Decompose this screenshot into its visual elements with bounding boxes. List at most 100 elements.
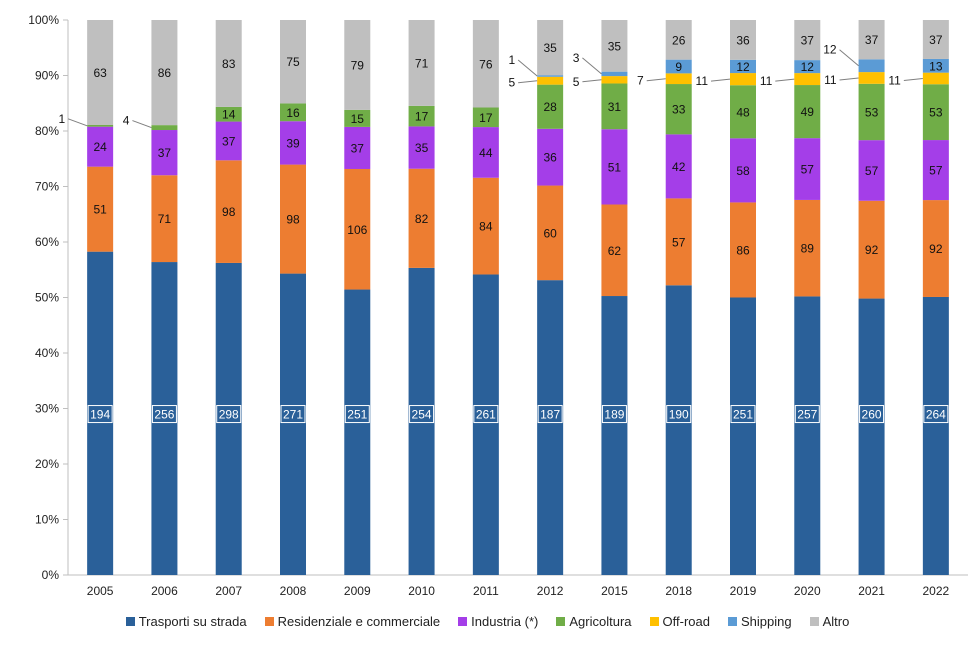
data-label: 51 — [93, 203, 107, 217]
data-label-box — [280, 405, 306, 424]
bar-segment-trasporti-su-strada — [151, 262, 178, 575]
x-tick-label: 2021 — [858, 584, 885, 598]
bar-segment-shipping — [922, 58, 949, 73]
data-label-leader — [839, 77, 859, 81]
data-label: 24 — [93, 140, 107, 154]
bar-segment-agricoltura — [215, 106, 242, 122]
data-label: 53 — [865, 105, 879, 119]
bar-segment-trasporti-su-strada — [858, 298, 885, 575]
bar-segment-agricoltura — [537, 84, 564, 129]
legend-item: Trasporti su strada — [125, 613, 247, 629]
bar-segment-altro — [858, 20, 885, 60]
data-label: 37 — [158, 146, 172, 160]
data-label: 98 — [222, 205, 236, 219]
y-tick-label: 50% — [35, 291, 59, 305]
data-label-box — [216, 405, 242, 424]
legend-item: Agricoltura — [556, 614, 632, 629]
bar-segment-residenziale-e-commerciale — [794, 199, 821, 297]
data-label: 260 — [862, 408, 882, 422]
data-label: 15 — [351, 112, 365, 126]
data-label: 37 — [351, 141, 365, 155]
bar-segment-off-road — [922, 72, 949, 85]
data-label-box — [601, 405, 627, 424]
data-label: 62 — [608, 244, 622, 258]
bar-segment-industria- — [87, 126, 114, 167]
y-tick-label: 20% — [35, 457, 59, 471]
bar-segment-residenziale-e-commerciale — [601, 204, 628, 297]
data-label: 57 — [672, 235, 686, 249]
bar-segment-trasporti-su-strada — [472, 274, 499, 575]
legend-swatch — [809, 616, 819, 626]
data-label: 11 — [824, 73, 837, 87]
data-label: 16 — [286, 106, 300, 120]
y-tick-label: 100% — [28, 13, 59, 27]
data-label-leader — [839, 49, 859, 67]
data-label: 256 — [154, 408, 174, 422]
bar-segment-industria- — [344, 126, 371, 169]
data-label: 37 — [801, 34, 815, 48]
data-label: 12 — [801, 60, 815, 74]
data-label: 3 — [573, 51, 580, 65]
data-label: 12 — [736, 60, 750, 74]
bar-segment-trasporti-su-strada — [215, 262, 242, 575]
data-label: 82 — [415, 212, 429, 226]
bar-segment-agricoltura — [87, 125, 114, 127]
bar-segment-shipping — [665, 59, 692, 74]
legend-swatch — [649, 616, 659, 626]
bar-segment-altro — [665, 20, 692, 60]
legend-label: Trasporti su strada — [138, 613, 247, 629]
x-tick-label: 2010 — [408, 584, 435, 598]
bar-segment-shipping — [794, 60, 821, 74]
data-label-box — [409, 405, 435, 424]
bar-segment-industria- — [730, 138, 756, 203]
y-tick-label: 40% — [35, 346, 59, 360]
bar-segment-industria- — [794, 138, 821, 200]
data-label: 251 — [733, 408, 753, 422]
bar-segment-altro — [280, 20, 306, 104]
data-label: 35 — [415, 141, 429, 155]
bar-segment-altro — [794, 20, 821, 61]
data-label: 12 — [823, 43, 837, 57]
bar-segment-altro — [537, 20, 564, 76]
bar-segment-shipping — [730, 59, 756, 74]
x-tick-label: 2009 — [344, 584, 371, 598]
bar-segment-residenziale-e-commerciale — [151, 175, 178, 263]
data-label: 57 — [929, 164, 943, 178]
data-label-leader — [582, 57, 602, 75]
bar-segment-industria- — [408, 126, 435, 169]
data-label: 189 — [604, 408, 624, 422]
bar-segment-trasporti-su-strada — [794, 296, 821, 575]
bar-segment-trasporti-su-strada — [922, 296, 949, 575]
bar-segment-off-road — [537, 76, 564, 85]
bar-segment-industria- — [472, 127, 499, 178]
data-label: 106 — [347, 223, 367, 237]
x-tick-label: 2011 — [473, 584, 499, 598]
bar-segment-altro — [601, 20, 628, 72]
bar-segment-residenziale-e-commerciale — [472, 177, 499, 275]
legend-label: Residenziale e commerciale — [277, 613, 441, 629]
legend-swatch — [125, 616, 135, 626]
data-label: 251 — [347, 408, 367, 422]
data-label: 13 — [929, 59, 943, 73]
bar-segment-industria- — [537, 128, 564, 186]
data-label: 57 — [865, 164, 879, 178]
data-label: 1 — [508, 53, 515, 67]
y-tick-label: 30% — [35, 402, 59, 416]
bar-segment-agricoltura — [151, 125, 178, 131]
data-label-leader — [775, 78, 795, 82]
data-label: 53 — [929, 106, 943, 120]
bar-segment-trasporti-su-strada — [537, 280, 564, 575]
data-label: 71 — [158, 212, 172, 226]
data-label-leader — [518, 80, 538, 84]
bar-segment-residenziale-e-commerciale — [408, 168, 435, 268]
data-label: 298 — [219, 408, 239, 422]
bar-segment-trasporti-su-strada — [601, 296, 628, 575]
bar-segment-altro — [730, 20, 756, 60]
bar-segment-residenziale-e-commerciale — [665, 198, 692, 286]
bar-segment-altro — [922, 20, 949, 59]
bar-segment-industria- — [151, 130, 178, 176]
data-label: 58 — [736, 164, 750, 178]
data-label: 86 — [158, 66, 172, 80]
bar-segment-residenziale-e-commerciale — [87, 166, 114, 252]
data-label: 57 — [801, 163, 815, 177]
